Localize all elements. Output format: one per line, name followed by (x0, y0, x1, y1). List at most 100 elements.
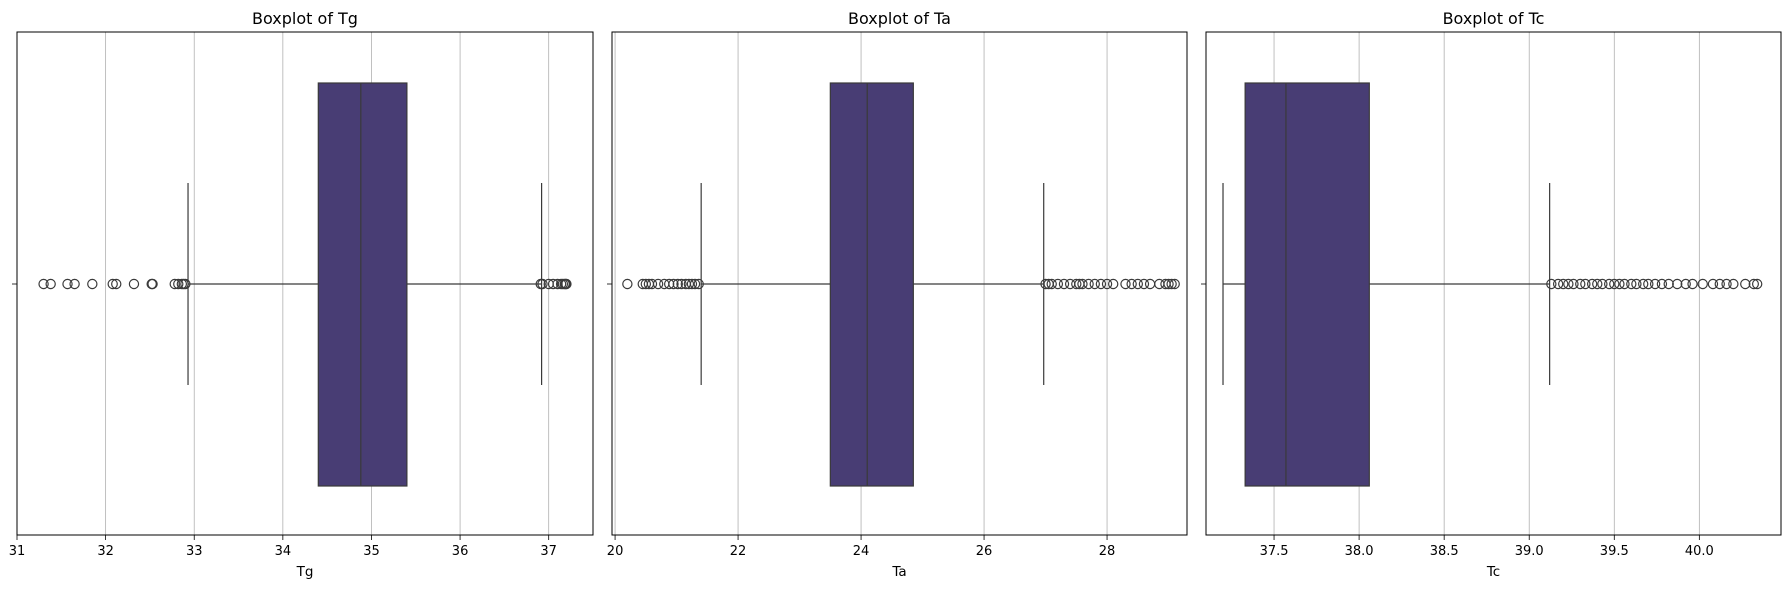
x-tick-label: 34 (275, 544, 292, 559)
panel-title: Boxplot of Tc (1443, 9, 1545, 28)
outlier-point (1126, 278, 1137, 290)
outlier-point (1680, 278, 1691, 290)
axes-frame (1205, 31, 1782, 536)
outlier-point (683, 278, 695, 290)
x-tick-label: 37 (540, 544, 557, 559)
outlier-point (640, 278, 652, 290)
boxplot-panel-tg: 31 32 33 34 35 36 37 Boxplot of Tg Tg (9, 9, 594, 580)
panel-title: Boxplot of Tg (252, 9, 358, 28)
outlier-point (1132, 278, 1144, 290)
boxplot-panel-tc: 37.5 38.0 38.5 39.0 39.5 40.0 Boxplot of Tc Tc (1201, 9, 1782, 580)
outlier-point (180, 278, 191, 290)
outlier-point (128, 278, 140, 290)
x-tick-label: 39.0 (1515, 544, 1544, 559)
outlier-point (111, 278, 122, 290)
outlier-point (1575, 278, 1586, 290)
x-tick-label: 35 (363, 544, 380, 559)
outlier-point (1707, 278, 1719, 290)
iqr-box (317, 82, 408, 487)
x-tick-label: 33 (186, 544, 203, 559)
x-tick-label: 22 (730, 544, 747, 559)
outlier-point (1552, 278, 1564, 290)
outlier-point (668, 278, 679, 290)
outlier-point (1619, 278, 1630, 290)
outlier-point (1166, 278, 1177, 290)
x-tick-label: 38.5 (1430, 544, 1459, 559)
x-tick-label: 40.0 (1685, 544, 1714, 559)
outlier-point (686, 278, 698, 290)
outlier-point (38, 278, 49, 290)
outlier-point (689, 278, 701, 290)
outlier-point (1095, 278, 1107, 290)
outlier-point (1597, 278, 1608, 290)
outlier-point (676, 278, 687, 290)
x-tick-label: 32 (97, 544, 114, 559)
x-axis-label: Tg (296, 564, 314, 580)
outlier-point (1120, 278, 1131, 290)
outlier-point (147, 278, 158, 290)
outlier-point (1728, 278, 1739, 290)
outlier-point (1609, 278, 1620, 290)
outlier-point (1748, 278, 1759, 290)
outlier-point (1169, 278, 1180, 290)
outlier-point (1631, 278, 1642, 290)
x-tick-label: 36 (452, 544, 469, 559)
outlier-point (1058, 278, 1070, 290)
outlier-point (1656, 278, 1668, 290)
outlier-point (62, 278, 73, 290)
outlier-point (561, 278, 572, 290)
outlier-point (652, 278, 664, 290)
outlier-point (1046, 278, 1057, 290)
outlier-point (1052, 278, 1064, 290)
outlier-point (1568, 278, 1579, 290)
iqr-box (829, 82, 914, 487)
outlier-point (537, 278, 548, 290)
outlier-point (1603, 278, 1615, 290)
x-tick-label: 24 (853, 544, 870, 559)
outlier-point (646, 278, 658, 290)
panel-title: Boxplot of Ta (848, 9, 951, 28)
x-axis-label: Tc (1486, 564, 1500, 580)
outlier-point (693, 278, 704, 290)
x-tick-label: 39.5 (1600, 544, 1629, 559)
outlier-point (69, 278, 80, 290)
outlier-point (672, 278, 684, 290)
outlier-point (1626, 278, 1637, 290)
outlier-point (1592, 278, 1603, 290)
outlier-point (1163, 278, 1174, 290)
outlier-point (1638, 278, 1649, 290)
outlier-point (1714, 278, 1725, 290)
x-tick-label: 31 (9, 544, 26, 559)
iqr-box (1244, 82, 1370, 487)
outlier-point (1586, 278, 1598, 290)
outlier-point (1040, 278, 1051, 290)
x-tick-label: 37.5 (1260, 544, 1289, 559)
outlier-point (1614, 278, 1625, 290)
outlier-point (1580, 278, 1591, 290)
outlier-point (1108, 278, 1119, 290)
outlier-point (1071, 278, 1082, 290)
outlier-point (1721, 278, 1732, 290)
outlier-point (1077, 278, 1088, 290)
outlier-point (107, 278, 118, 290)
outlier-point (1672, 278, 1683, 290)
x-tick-label: 28 (1099, 544, 1116, 559)
x-axis-label: Ta (891, 564, 906, 580)
x-tick-label: 38.0 (1345, 544, 1374, 559)
outlier-point (1643, 278, 1654, 290)
axes-frame (16, 31, 594, 536)
boxplot-panel-ta: 20 22 24 26 28 Boxplot of Ta Ta (607, 9, 1188, 580)
outlier-point (1697, 278, 1708, 290)
outlier-point (1751, 278, 1763, 290)
x-tick-label: 20 (607, 544, 624, 559)
outlier-point (1144, 278, 1156, 290)
outlier-point (1546, 278, 1557, 290)
outlier-point (1558, 278, 1569, 290)
outlier-point (1687, 278, 1698, 290)
outlier-point (45, 278, 56, 290)
outlier-point (1563, 278, 1574, 290)
outlier-point (1138, 278, 1150, 290)
outlier-point (1083, 278, 1094, 290)
outlier-point (173, 278, 184, 290)
